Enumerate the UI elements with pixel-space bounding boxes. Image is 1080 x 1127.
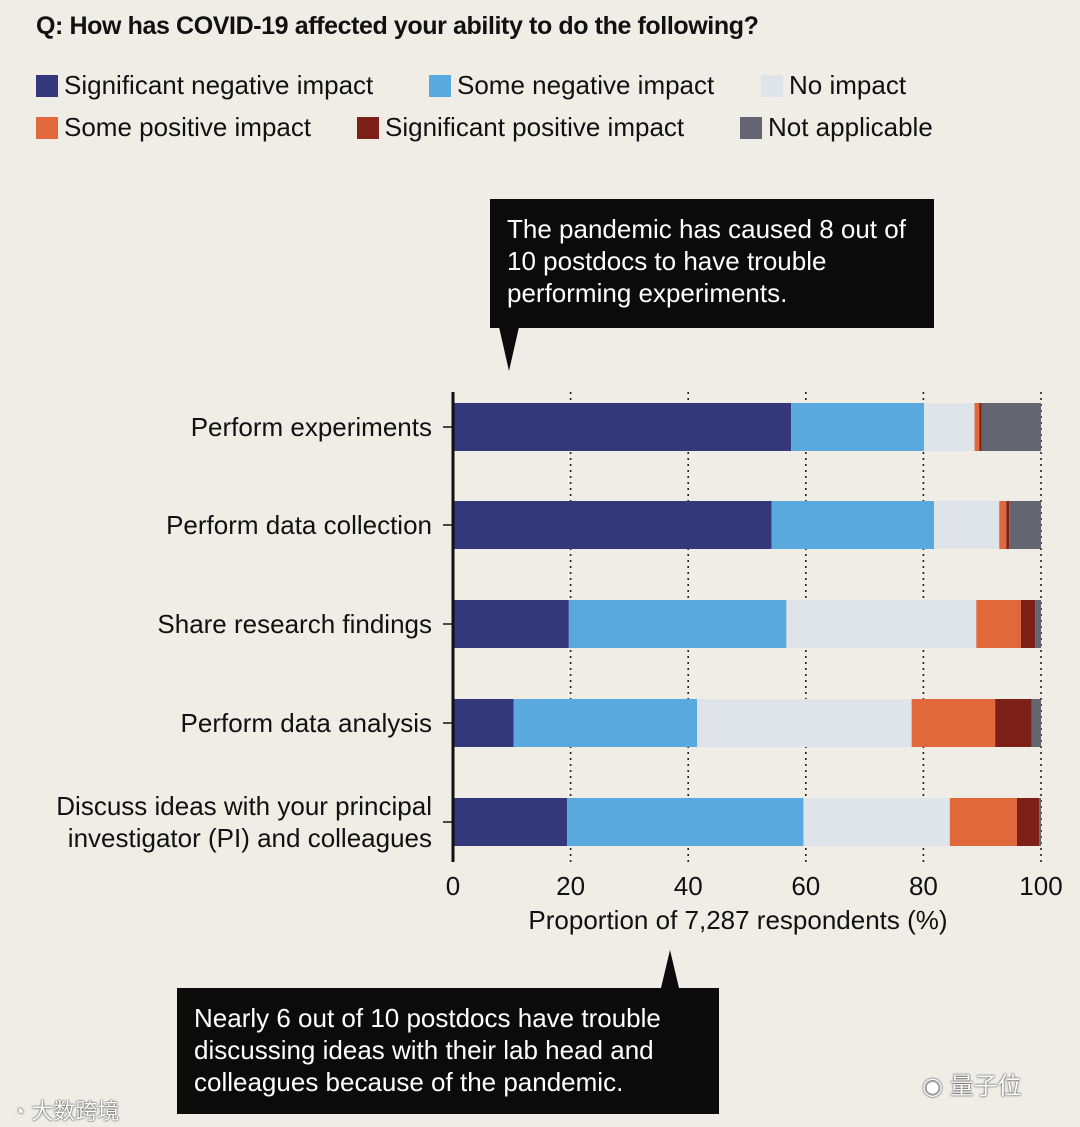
x-tick-label: 60 <box>791 871 820 901</box>
bar-segment <box>786 600 977 648</box>
bar-segment <box>453 699 514 747</box>
category-label: Perform data collection <box>166 510 432 540</box>
legend-swatch <box>357 116 379 139</box>
bar-segment <box>513 699 698 747</box>
bar-segment <box>1031 699 1041 747</box>
bar-segment <box>949 798 1017 846</box>
watermark-right: ◉ 量子位 <box>922 1066 1022 1101</box>
bar-segment <box>933 501 1000 549</box>
bar-segment <box>999 501 1007 549</box>
bar-segment <box>1009 501 1041 549</box>
legend-swatch <box>761 74 783 97</box>
x-tick-label: 100 <box>1019 871 1062 901</box>
wechat-icon: ◉ <box>922 1073 943 1100</box>
legend-significant-positive: Significant positive impact <box>357 112 684 143</box>
bar-segment <box>771 501 934 549</box>
legend-swatch <box>740 116 762 139</box>
bar-segment <box>981 403 1041 451</box>
question-title: Q: How has COVID-19 affected your abilit… <box>36 12 759 40</box>
bar-segment <box>979 403 982 451</box>
bar-segment <box>911 699 996 747</box>
legend-label: Some negative impact <box>457 70 715 100</box>
bar-segment <box>568 600 787 648</box>
x-tick-label: 80 <box>909 871 938 901</box>
callout-bottom-pointer <box>661 950 679 988</box>
legend-label: Significant negative impact <box>64 70 374 100</box>
legend-not-applicable: Not applicable <box>740 112 933 143</box>
bar-segment <box>453 600 569 648</box>
category-label: Perform data analysis <box>181 708 432 738</box>
bar-segment <box>567 798 804 846</box>
bar-segment <box>791 403 924 451</box>
legend-some-positive: Some positive impact <box>36 112 311 143</box>
bar-segment <box>453 501 772 549</box>
callout-top: The pandemic has caused 8 out of 10 post… <box>490 199 934 371</box>
legend-some-negative: Some negative impact <box>429 70 714 101</box>
bar-segment <box>1021 600 1036 648</box>
x-tick-label: 20 <box>556 871 585 901</box>
bar-segment <box>1016 798 1040 846</box>
callout-top-text: The pandemic has caused 8 out of 10 post… <box>507 214 906 308</box>
callout-bottom: Nearly 6 out of 10 postdocs have trouble… <box>177 950 719 1114</box>
legend-label: Significant positive impact <box>385 112 685 142</box>
bar-segment <box>803 798 950 846</box>
category-label: Discuss ideas with your principal <box>56 791 432 821</box>
x-tick-label: 40 <box>674 871 703 901</box>
legend-no-impact: No impact <box>761 70 906 101</box>
watermark-left: ◔ 大数跨境 <box>12 1094 119 1126</box>
callout-bottom-text: Nearly 6 out of 10 postdocs have trouble… <box>194 1003 661 1097</box>
category-label: Share research findings <box>157 609 432 639</box>
bar-segment <box>1039 798 1041 846</box>
callout-top-pointer <box>499 327 519 371</box>
bar-segment <box>1006 501 1010 549</box>
bar-segment <box>976 600 1022 648</box>
x-tick-label: 0 <box>446 871 460 901</box>
legend-label: No impact <box>789 70 907 100</box>
category-label: Perform experiments <box>191 412 432 442</box>
legend-label: Some positive impact <box>64 112 312 142</box>
stacked-bar-chart: Perform experiments Perform data collecti… <box>56 392 1063 935</box>
weibo-icon: ◔ <box>12 1099 26 1124</box>
legend-swatch <box>36 116 58 139</box>
legend-significant-negative: Significant negative impact <box>36 70 373 101</box>
legend-label: Not applicable <box>768 112 933 142</box>
bar-segment <box>1035 600 1041 648</box>
bar-segment <box>974 403 980 451</box>
bar-segment <box>995 699 1032 747</box>
bar-segment <box>697 699 912 747</box>
watermark-left-text: 大数跨境 <box>31 1099 120 1124</box>
bar-segment <box>453 798 568 846</box>
bar-segment <box>923 403 975 451</box>
legend-swatch <box>36 74 58 97</box>
x-axis-label: Proportion of 7,287 respondents (%) <box>528 905 947 935</box>
category-label: investigator (PI) and colleagues <box>68 823 432 853</box>
watermark-right-text: 量子位 <box>949 1073 1022 1100</box>
legend-swatch <box>429 74 451 97</box>
bar-segment <box>453 403 792 451</box>
